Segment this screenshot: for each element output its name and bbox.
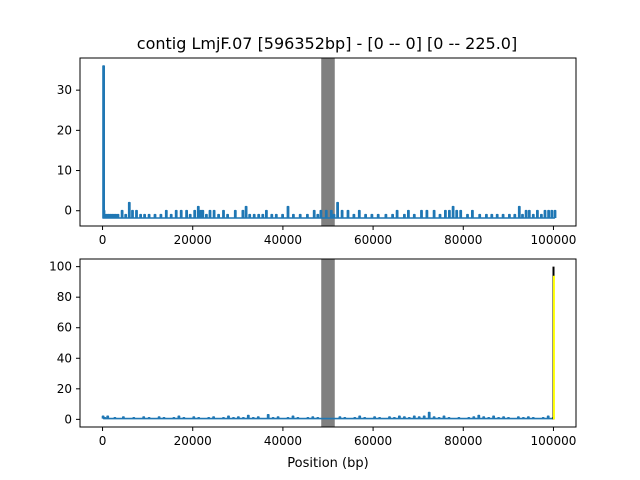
bottom-plot-frame (79, 258, 577, 428)
x-tick-label: 100000 (531, 233, 577, 247)
y-tick-label: 20 (57, 382, 72, 396)
y-tick-label: 0 (64, 204, 72, 218)
x-tick-label: 0 (99, 434, 107, 448)
figure-title: contig LmjF.07 [596352bp] - [0 -- 0] [0 … (137, 34, 517, 53)
x-tick-label: 80000 (444, 434, 482, 448)
x-tick-label: 20000 (174, 233, 212, 247)
x-tick-label: 60000 (354, 434, 392, 448)
bottom-coverage-panel: 0 20000 40000 60000 80000 100000020406080100 … (49, 258, 577, 471)
x-tick-label: 20000 (174, 434, 212, 448)
y-tick-label: 0 (64, 412, 72, 426)
x-tick-label: 80000 (444, 233, 482, 247)
y-tick-label: 100 (49, 260, 72, 274)
x-tick-label: 60000 (354, 233, 392, 247)
y-tick-label: 10 (57, 164, 72, 178)
x-axis-label: Position (bp) (287, 456, 368, 471)
top-plot-frame (79, 57, 577, 227)
y-tick-label: 40 (57, 351, 72, 365)
x-tick-label: 40000 (264, 233, 302, 247)
x-tick-label: 100000 (531, 434, 577, 448)
coverage-series-1-0 (101, 411, 555, 420)
y-tick-label: 30 (57, 83, 72, 97)
y-tick-label: 80 (57, 290, 72, 304)
y-tick-label: 20 (57, 123, 72, 137)
coverage-series-0-0 (102, 65, 557, 219)
x-tick-label: 40000 (264, 434, 302, 448)
x-tick-label: 0 (99, 233, 107, 247)
top-coverage-panel: 0 20000 40000 60000 80000 100000 0 10 20 30 (57, 57, 577, 247)
shaded-region (321, 58, 335, 226)
y-tick-label: 60 (57, 321, 72, 335)
shaded-region (321, 259, 335, 427)
